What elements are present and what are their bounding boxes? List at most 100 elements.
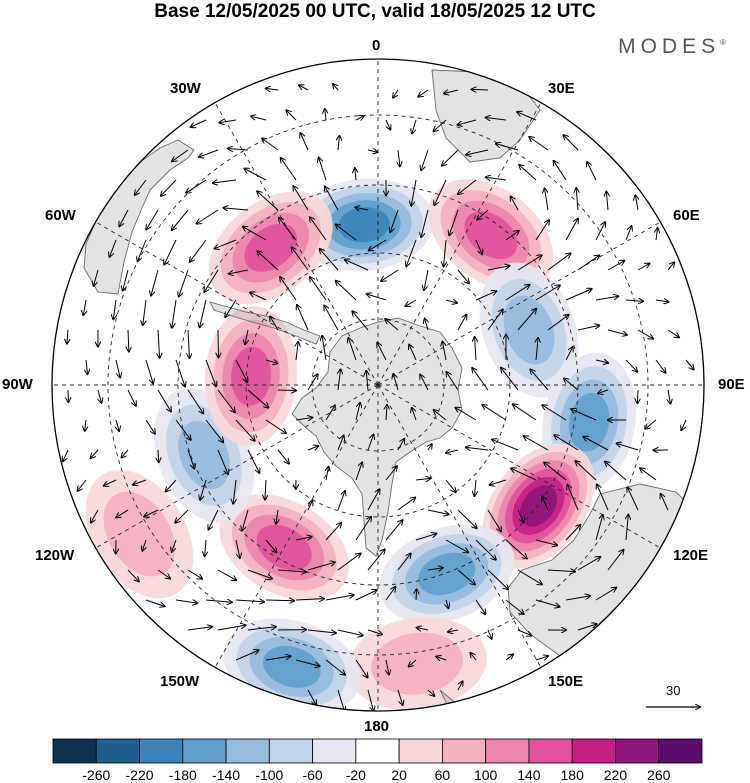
anomaly-contour-fill <box>338 207 390 243</box>
wind-vector <box>337 553 361 571</box>
wind-vector <box>545 188 549 211</box>
wind-vector <box>444 239 446 266</box>
wind-vector <box>157 389 171 412</box>
wind-vector <box>319 158 327 181</box>
wind-vector <box>128 329 129 352</box>
wind-vector <box>425 319 428 331</box>
wind-vector <box>397 498 415 511</box>
label-lon-150e: 150E <box>548 673 584 690</box>
wind-vector <box>427 568 443 570</box>
wind-vector <box>487 509 501 531</box>
wind-vector <box>235 600 264 602</box>
wind-vector <box>475 239 482 254</box>
wind-vector <box>325 595 354 601</box>
label-lon-120w: 120W <box>35 547 75 564</box>
wind-vector <box>325 659 345 675</box>
wind-vector <box>577 557 600 571</box>
wind-vector <box>190 239 207 262</box>
wind-vector <box>197 209 219 224</box>
wind-vector <box>445 539 468 552</box>
wind-vector <box>265 419 286 433</box>
wind-vector <box>487 310 503 331</box>
wind-vector <box>458 179 477 194</box>
wind-vector <box>428 444 432 451</box>
wind-vector <box>187 389 203 413</box>
wind-vector <box>338 369 341 391</box>
wind-vector <box>245 329 248 344</box>
wind-vector <box>157 569 170 579</box>
anomaly-contour-fill <box>568 392 610 452</box>
wind-vector <box>377 343 387 361</box>
wind-vector <box>517 112 537 121</box>
wind-vector <box>161 179 177 196</box>
wind-vector <box>277 570 306 572</box>
wind-vector <box>595 296 618 301</box>
wind-vector <box>205 600 232 602</box>
wind-vector <box>292 247 309 271</box>
wind-vector <box>296 342 298 361</box>
wind-vector <box>446 372 459 391</box>
wind-vector <box>166 479 177 492</box>
map-title: Base 12/05/2025 00 UTC, valid 18/05/2025… <box>154 1 596 22</box>
wind-vector <box>571 409 597 421</box>
brand-text: MODES <box>618 35 721 58</box>
label-lon-150w: 150W <box>160 673 200 690</box>
wind-vector <box>393 89 399 98</box>
wind-vector <box>607 329 627 335</box>
wind-vector <box>668 389 670 404</box>
wind-vector <box>625 226 632 241</box>
colorbar-swatch <box>485 738 530 764</box>
wind-vector <box>595 360 608 363</box>
wind-vector <box>175 509 189 523</box>
wind-vector <box>505 654 513 661</box>
wind-vector <box>455 408 477 421</box>
modes-logo: MODES® <box>618 35 726 59</box>
wind-vector <box>223 208 249 210</box>
wind-vector <box>345 260 369 271</box>
wind-vector <box>424 269 429 290</box>
wind-vector <box>564 135 579 151</box>
wind-vector <box>490 479 507 485</box>
wind-vector <box>542 496 549 511</box>
wind-vector <box>436 657 447 660</box>
meridian-lines <box>52 59 704 711</box>
wind-vector <box>405 299 417 306</box>
wind-vector <box>235 419 255 441</box>
wind-vector <box>598 390 609 393</box>
wind-vectors <box>63 84 694 711</box>
wind-vector <box>565 596 590 601</box>
wind-vector <box>445 300 457 303</box>
colorbar-tick-label: -20 <box>345 767 366 783</box>
colorbar-tick-label: -140 <box>212 767 241 783</box>
wind-vector <box>577 624 597 631</box>
wind-vector <box>367 549 385 571</box>
wind-vector <box>244 169 267 181</box>
wind-vector <box>517 255 542 271</box>
wind-vector <box>587 162 597 181</box>
negative-anomaly-center <box>479 262 579 398</box>
wind-vector <box>325 523 341 541</box>
wind-vector <box>281 158 297 181</box>
anomaly-contour-fill <box>262 646 321 688</box>
wind-vector <box>225 299 237 317</box>
wind-vector <box>113 299 116 319</box>
wind-vector <box>98 389 101 403</box>
wind-vector <box>257 251 279 271</box>
wind-vector <box>367 435 374 451</box>
wind-vector <box>337 436 344 451</box>
wind-vector <box>116 419 119 431</box>
wind-vector <box>577 255 599 271</box>
wind-vector <box>466 149 489 155</box>
wind-vector <box>300 133 309 151</box>
wind-vector <box>355 207 369 210</box>
wind-vector <box>474 479 476 496</box>
wind-vector <box>434 179 447 205</box>
wind-vector <box>445 479 456 492</box>
wind-vector <box>307 629 336 633</box>
positive-anomaly-center <box>428 179 554 292</box>
wind-vector <box>265 360 278 363</box>
wind-vector <box>200 299 207 327</box>
wind-vector <box>67 329 68 344</box>
wind-vector <box>415 478 430 480</box>
wind-vector <box>127 389 136 406</box>
